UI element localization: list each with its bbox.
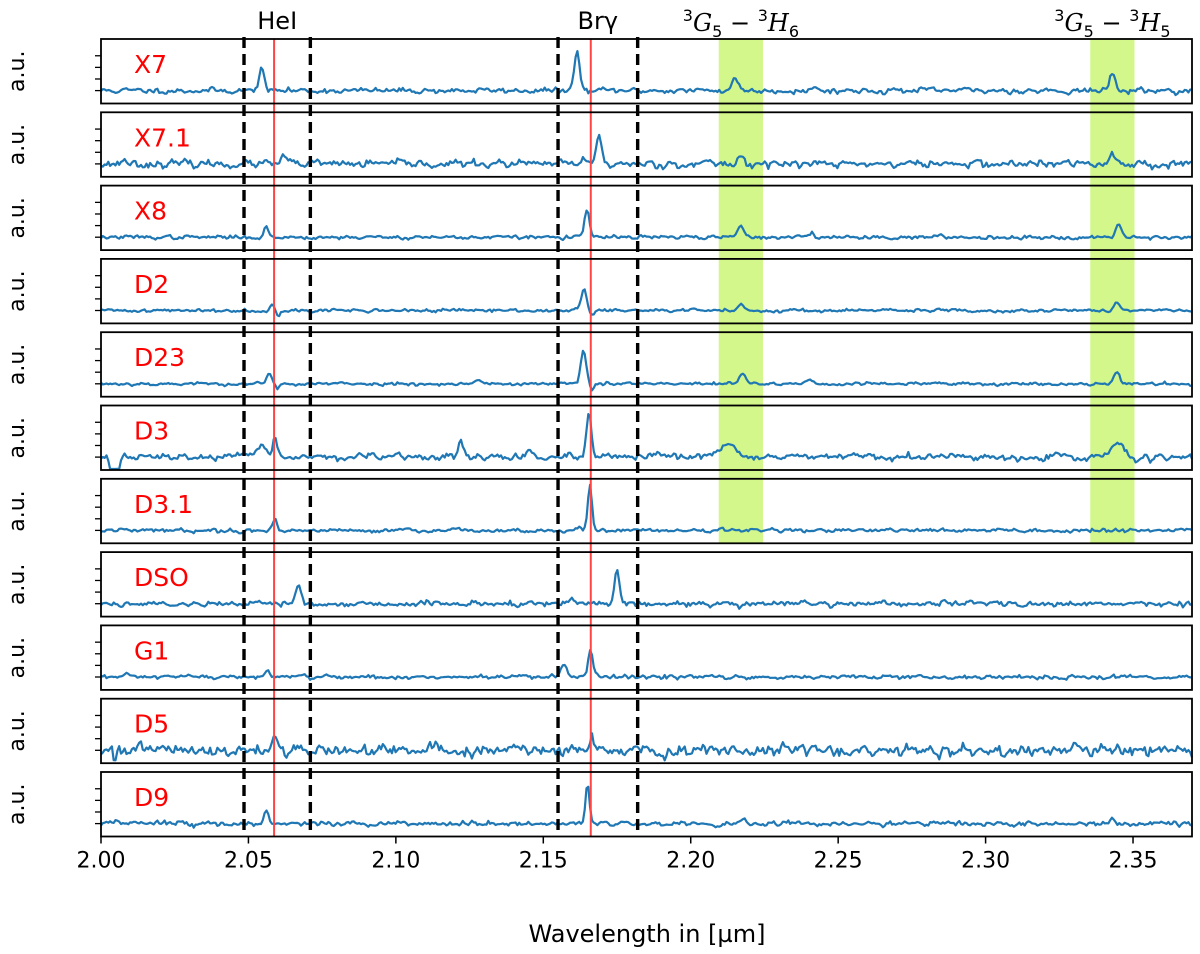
panel-frame-D5 bbox=[100, 697, 1193, 765]
label-term: H bbox=[767, 9, 790, 37]
spectrum-line-D3 bbox=[100, 413, 1194, 471]
panel-label-D9: D9 bbox=[134, 783, 169, 812]
label-subscript: 5 bbox=[1160, 22, 1170, 41]
y-axis-label-D3.1: a.u. bbox=[5, 490, 30, 531]
top-labels: HeI Brγ 3G5 − 3H6 3G5 − 3H5 bbox=[257, 6, 1170, 41]
y-axis-label-X7.1: a.u. bbox=[5, 124, 30, 165]
y-axis-label-X8: a.u. bbox=[5, 197, 30, 238]
band-3g5-3h6-label: 3G5 − 3H6 bbox=[683, 6, 799, 41]
label-minus: − bbox=[1094, 9, 1129, 37]
spectrum-line-D9 bbox=[100, 785, 1193, 829]
panel-frame-D3 bbox=[100, 404, 1193, 471]
label-subscript: 5 bbox=[712, 22, 722, 41]
panel-frame-DSO bbox=[100, 551, 1193, 618]
panel-frame-X7 bbox=[100, 38, 1193, 105]
panel-label-D3.1: D3.1 bbox=[134, 490, 193, 519]
x-axis: 2.00 2.05 2.10 2.15 2.20 2.25 2.30 2.35 bbox=[77, 836, 1158, 874]
band-3g5-3h5-label: 3G5 − 3H5 bbox=[1054, 6, 1170, 41]
panel-frame-X7.1 bbox=[100, 111, 1193, 178]
panel-label-D5: D5 bbox=[134, 710, 169, 739]
panel-labels: a.u. X7 a.u. X7.1 a.u. X8 a.u. D2 a.u. D23 a.u. D3 a… bbox=[5, 50, 193, 825]
panel-label-D23: D23 bbox=[134, 343, 185, 372]
y-axis-label-D5: a.u. bbox=[5, 710, 30, 751]
spectrum-line-D3.1 bbox=[100, 483, 1193, 535]
spectrum-line-X7.1 bbox=[100, 133, 1193, 171]
spectrum-line-D23 bbox=[100, 349, 1193, 392]
x-tick-label-2: 2.10 bbox=[371, 849, 420, 874]
panel-label-D3: D3 bbox=[134, 417, 169, 446]
x-tick-label-1: 2.05 bbox=[224, 849, 273, 874]
panel-frame-D23 bbox=[100, 331, 1193, 398]
panel-label-G1: G1 bbox=[134, 636, 169, 665]
panel-frame-D9 bbox=[100, 771, 1193, 838]
highlight-band-3G5-3H6 bbox=[718, 39, 763, 544]
label-term: G bbox=[693, 9, 712, 37]
y-axis-label-D3: a.u. bbox=[5, 417, 30, 458]
spectrum-line-D2 bbox=[100, 288, 1193, 318]
panel-label-DSO: DSO bbox=[134, 563, 189, 592]
spectrum-line-X8 bbox=[100, 209, 1193, 242]
label-superscript: 3 bbox=[1054, 6, 1064, 25]
y-axis-label-G1: a.u. bbox=[5, 637, 30, 678]
x-tick-label-0: 2.00 bbox=[77, 849, 126, 874]
br-gamma-window-label: Brγ bbox=[578, 7, 619, 35]
panel-frame-X8 bbox=[100, 184, 1193, 252]
label-term: G bbox=[1064, 9, 1083, 37]
panel-frame-D3.1 bbox=[100, 477, 1193, 545]
y-axis-label-D2: a.u. bbox=[5, 270, 30, 311]
spectrum-line-DSO bbox=[100, 568, 1193, 610]
label-subscript: 6 bbox=[789, 22, 799, 41]
y-axis-label-D9: a.u. bbox=[5, 784, 30, 825]
y-axis-label-D23: a.u. bbox=[5, 344, 30, 385]
panel-frame-D2 bbox=[100, 257, 1193, 325]
x-tick-label-7: 2.35 bbox=[1109, 849, 1158, 874]
spectrum-line-X7 bbox=[100, 49, 1193, 97]
y-axis-label-X7: a.u. bbox=[5, 51, 30, 92]
panel-label-X7.1: X7.1 bbox=[134, 123, 191, 152]
x-axis-label: Wavelength in [µm] bbox=[529, 920, 766, 948]
spectrum-line-G1 bbox=[100, 648, 1193, 681]
spectrum-line-D5 bbox=[100, 732, 1194, 762]
panel-label-D2: D2 bbox=[134, 270, 169, 299]
x-tick-label-4: 2.20 bbox=[666, 849, 715, 874]
panel-label-X7: X7 bbox=[134, 50, 167, 79]
x-tick-label-6: 2.30 bbox=[961, 849, 1010, 874]
hei-window-label: HeI bbox=[257, 7, 297, 35]
label-superscript: 3 bbox=[683, 6, 693, 25]
highlight-band-3G5-3H5 bbox=[1090, 39, 1135, 544]
label-superscript: 3 bbox=[758, 6, 768, 25]
spectra-panels bbox=[100, 49, 1194, 829]
label-superscript: 3 bbox=[1129, 6, 1139, 25]
window-markers bbox=[242, 37, 640, 837]
label-term: H bbox=[1138, 9, 1161, 37]
label-minus: − bbox=[722, 9, 757, 37]
label-subscript: 5 bbox=[1084, 22, 1094, 41]
panel-frames bbox=[95, 38, 1193, 838]
panel-label-X8: X8 bbox=[134, 197, 167, 226]
highlight-bands bbox=[718, 39, 1135, 544]
y-axis-label-DSO: a.u. bbox=[5, 564, 30, 605]
panel-frame-G1 bbox=[100, 624, 1193, 691]
x-tick-label-3: 2.15 bbox=[519, 849, 568, 874]
x-tick-label-5: 2.25 bbox=[814, 849, 863, 874]
